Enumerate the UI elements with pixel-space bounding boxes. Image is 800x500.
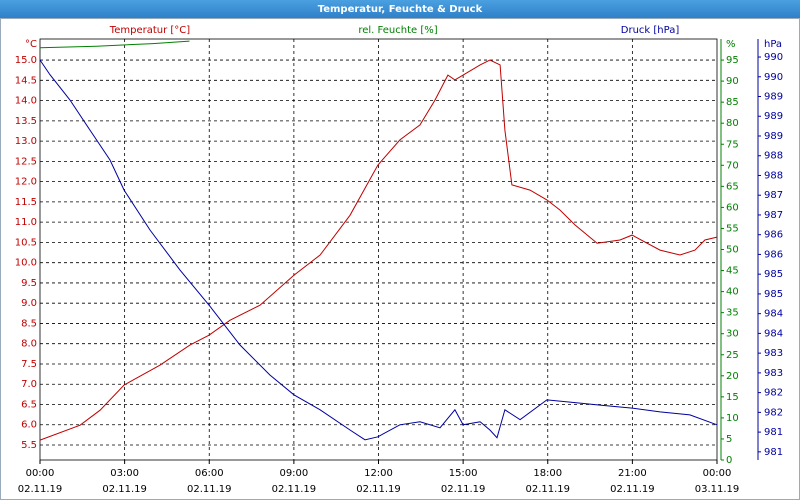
x-tick-date: 03.11.19 xyxy=(695,484,740,495)
y2-tick-label: 15 xyxy=(726,392,739,403)
y-tick-label: 10.0 xyxy=(15,258,37,269)
y2-tick-label: 55 xyxy=(726,223,739,234)
y-tick-label: 15.0 xyxy=(15,55,37,66)
y-tick-label: 11.0 xyxy=(15,217,37,228)
y2-tick-label: 5 xyxy=(726,434,732,445)
y3-tick-label: 982 xyxy=(764,407,783,418)
x-tick-date: 02.11.19 xyxy=(102,484,147,495)
x-tick-date: 02.11.19 xyxy=(18,484,63,495)
x-tick-label: 09:00 xyxy=(279,468,308,479)
y2-tick-label: 70 xyxy=(726,160,739,171)
y3-tick-label: 988 xyxy=(764,170,783,181)
y-title: Temperatur [°C] xyxy=(109,25,190,36)
x-tick-label: 21:00 xyxy=(618,468,647,479)
y3-tick-label: 989 xyxy=(764,92,783,103)
x-tick-label: 15:00 xyxy=(449,468,478,479)
y2-tick-label: 40 xyxy=(726,287,739,298)
x-tick-date: 02.11.19 xyxy=(187,484,232,495)
y-tick-label: 6.5 xyxy=(21,399,37,410)
x-tick-label: 00:00 xyxy=(703,468,732,479)
y3-tick-label: 981 xyxy=(764,427,783,438)
x-tick-label: 03:00 xyxy=(110,468,139,479)
y-tick-label: 14.5 xyxy=(15,75,37,86)
x-tick-label: 18:00 xyxy=(533,468,562,479)
x-tick-date: 02.11.19 xyxy=(525,484,570,495)
y3-tick-label: 989 xyxy=(764,131,783,142)
y3-tick-label: 984 xyxy=(764,328,783,339)
y-tick-label: 13.5 xyxy=(15,116,37,127)
y2-tick-label: 75 xyxy=(726,139,739,150)
y-tick-label: 13.0 xyxy=(15,136,37,147)
y-tick-label: 10.5 xyxy=(15,237,37,248)
y3-tick-label: 988 xyxy=(764,151,783,162)
y3-tick-label: 981 xyxy=(764,447,783,458)
y2-tick-label: 35 xyxy=(726,308,739,319)
y3-tick-label: 990 xyxy=(764,52,783,63)
y-tick-label: 12.5 xyxy=(15,156,37,167)
y3-tick-label: 985 xyxy=(764,269,783,280)
x-tick-label: 12:00 xyxy=(364,468,393,479)
y3-tick-label: 986 xyxy=(764,249,783,260)
x-tick-label: 06:00 xyxy=(195,468,224,479)
y-unit: °C xyxy=(25,39,37,50)
y2-tick-label: 10 xyxy=(726,413,739,424)
y-tick-label: 5.5 xyxy=(21,440,37,451)
y2-tick-label: 65 xyxy=(726,181,739,192)
y2-tick-label: 0 xyxy=(726,455,732,466)
y-tick-label: 8.5 xyxy=(21,318,37,329)
series-line xyxy=(39,59,718,441)
y-tick-label: 8.0 xyxy=(21,339,37,350)
y2-tick-label: 90 xyxy=(726,76,739,87)
y-tick-label: 6.0 xyxy=(21,420,37,431)
x-tick-label: 00:00 xyxy=(26,468,55,479)
y2-tick-label: 20 xyxy=(726,371,739,382)
y3-tick-label: 984 xyxy=(764,309,783,320)
y-tick-label: 7.5 xyxy=(21,359,37,370)
y3-tick-label: 983 xyxy=(764,348,783,359)
y3-unit: hPa xyxy=(764,39,782,50)
y3-tick-label: 986 xyxy=(764,230,783,241)
y3-title: Druck [hPa] xyxy=(621,25,680,36)
y3-tick-label: 982 xyxy=(764,388,783,399)
y2-tick-label: 85 xyxy=(726,97,739,108)
y-tick-label: 12.0 xyxy=(15,177,37,188)
y3-tick-label: 990 xyxy=(764,72,783,83)
y-tick-label: 14.0 xyxy=(15,96,37,107)
y2-unit: % xyxy=(726,39,736,50)
x-tick-date: 02.11.19 xyxy=(610,484,655,495)
y-tick-label: 9.0 xyxy=(21,298,37,309)
x-tick-date: 02.11.19 xyxy=(356,484,401,495)
y2-title: rel. Feuchte [%] xyxy=(358,25,437,36)
title-bar xyxy=(0,0,800,18)
y2-tick-label: 50 xyxy=(726,245,739,256)
y2-tick-label: 45 xyxy=(726,266,739,277)
y3-tick-label: 989 xyxy=(764,111,783,122)
y2-tick-label: 60 xyxy=(726,202,739,213)
y2-tick-label: 25 xyxy=(726,350,739,361)
y3-tick-label: 987 xyxy=(764,190,783,201)
y3-tick-label: 985 xyxy=(764,289,783,300)
y2-tick-label: 80 xyxy=(726,118,739,129)
y-tick-label: 11.5 xyxy=(15,197,37,208)
x-tick-date: 02.11.19 xyxy=(441,484,486,495)
series-line xyxy=(39,59,718,441)
y2-tick-label: 95 xyxy=(726,55,739,66)
x-tick-date: 02.11.19 xyxy=(272,484,317,495)
y-tick-label: 9.5 xyxy=(21,278,37,289)
chart-title: Temperatur, Feuchte & Druck xyxy=(318,4,483,15)
y3-tick-label: 987 xyxy=(764,210,783,221)
y3-tick-label: 983 xyxy=(764,368,783,379)
series-line xyxy=(39,40,190,49)
y2-tick-label: 30 xyxy=(726,329,739,340)
frame xyxy=(0,18,800,500)
y-tick-label: 7.0 xyxy=(21,379,37,390)
